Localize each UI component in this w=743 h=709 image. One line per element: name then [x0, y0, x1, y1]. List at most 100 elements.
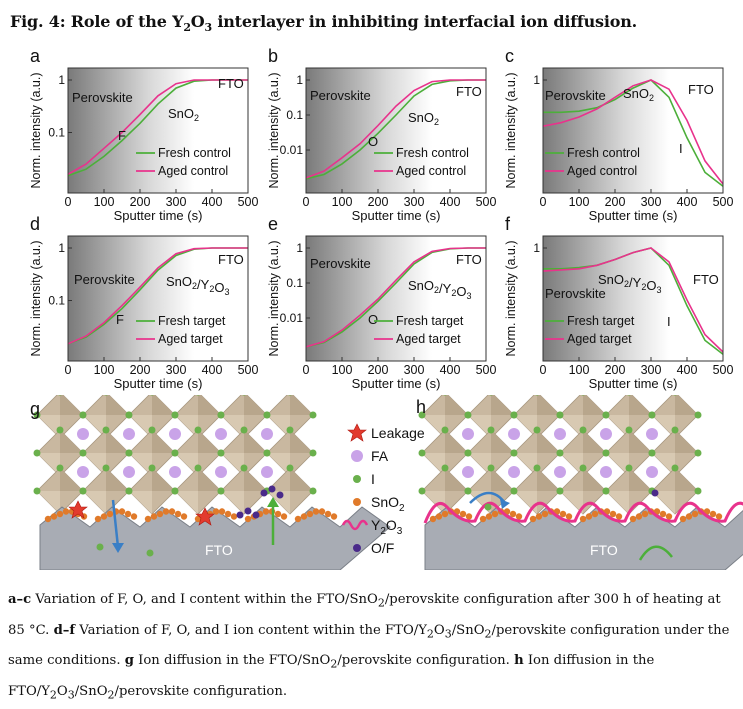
plot-frame	[67, 235, 249, 362]
chart-panel-e: 0 100 200 300 400 500 1 0.1 0.01 Sputter time (s)…	[267, 226, 498, 401]
sno2-particle	[124, 510, 132, 518]
y-tick-label: 1	[533, 73, 540, 87]
legend-label: FA	[371, 448, 389, 464]
arrow-head	[112, 543, 124, 553]
sno2-particle	[100, 513, 108, 520]
sno2-particle	[435, 513, 443, 520]
i-ion	[309, 449, 317, 457]
panel-label: g	[30, 399, 40, 419]
i-ion	[487, 426, 495, 434]
i-ion	[510, 449, 518, 457]
caption-sub: 2	[330, 657, 338, 671]
sno2-particle	[174, 510, 182, 518]
y-tick-label: 0.1	[48, 126, 65, 140]
panel-label: b	[268, 46, 279, 66]
panel-label: e	[268, 214, 279, 234]
caption-bold: a–c	[8, 592, 32, 607]
sno2-particle	[591, 510, 599, 518]
sno2-particle	[535, 513, 543, 520]
octahedron	[559, 467, 607, 515]
x-tick-label: 500	[238, 195, 259, 209]
y-tick-label: 0.1	[286, 276, 303, 290]
caption-text: Ion diffusion in the FTO/SnO	[133, 653, 331, 669]
octahedron	[220, 467, 268, 515]
of-ion	[260, 489, 268, 497]
i-ion	[171, 449, 179, 457]
i-ion	[125, 487, 133, 495]
plot-frame	[67, 67, 249, 194]
title-sub: 2	[183, 21, 191, 35]
octahedron	[174, 429, 222, 477]
legend-label: Leakage	[371, 425, 425, 441]
x-axis-label: Sputter time (s)	[589, 376, 678, 391]
sno2-particle	[118, 508, 126, 515]
i-ion	[102, 426, 110, 434]
sno2-particle	[156, 510, 164, 518]
i-ion	[556, 487, 564, 495]
legend-entry: Fresh target	[396, 314, 464, 328]
panel-label: d	[30, 214, 41, 234]
caption-text: /perovskite configuration under the same…	[8, 622, 730, 669]
ion-label: I	[679, 141, 683, 156]
i-ion	[625, 426, 633, 434]
i-ion	[533, 426, 541, 434]
caption-bold: h	[514, 653, 524, 669]
i-ion	[510, 411, 518, 419]
series-line-1	[305, 79, 486, 179]
sno2-particle	[659, 510, 667, 518]
i-ion	[418, 449, 426, 457]
y-tick-label: 1	[58, 73, 65, 87]
x-tick-label: 400	[677, 363, 698, 377]
region-label: FTO	[456, 252, 482, 267]
fa-ion	[261, 428, 273, 440]
octahedron	[220, 391, 268, 439]
y-tick-label: 1	[58, 241, 65, 255]
i-ion	[418, 411, 426, 419]
fa-ion	[169, 466, 181, 478]
fa-ion	[215, 466, 227, 478]
sno2-particle	[565, 513, 573, 520]
x-axis-label: Sputter time (s)	[352, 376, 441, 391]
region-label: SnO2/Y2O3	[408, 278, 471, 301]
x-tick-label: 400	[202, 195, 223, 209]
legend-entry: Fresh control	[396, 146, 469, 160]
fa-ion	[600, 466, 612, 478]
sno2-particle	[94, 515, 102, 523]
octahedron	[605, 391, 653, 439]
octahedron	[174, 391, 222, 439]
octahedron	[82, 429, 130, 477]
ion-label: O	[368, 134, 378, 149]
title-part: Role of the Y	[70, 12, 184, 31]
x-tick-label: 200	[605, 363, 626, 377]
octahedron	[605, 467, 653, 515]
legend-label: O/F	[371, 540, 394, 556]
series-line-1	[305, 247, 486, 348]
i-ion	[102, 464, 110, 472]
sno2-particle	[274, 510, 282, 518]
x-axis-label: Sputter time (s)	[589, 208, 678, 223]
sno2-particle	[459, 510, 467, 518]
i-ion	[464, 411, 472, 419]
panel-label: c	[505, 46, 514, 66]
caption-text: /perovskite configuration.	[337, 653, 515, 669]
x-tick-label: 200	[368, 195, 389, 209]
chart-svg-b: 0 100 200 300 400 500 1 0.1 0.01 Sputter time (s)…	[267, 67, 496, 223]
octahedron	[651, 467, 699, 515]
i-ion	[33, 449, 41, 457]
sno2-particle	[230, 513, 238, 520]
sno2-particle	[559, 510, 567, 518]
sno2-particle	[312, 508, 320, 515]
chart-panel-d: 0 100 200 300 400 500 1 0.1 Sputter time (s) Norm…	[29, 226, 260, 401]
series-line-0	[543, 79, 724, 187]
sno2-particle	[130, 513, 138, 520]
i-ion	[556, 449, 564, 457]
sno2-particle	[665, 513, 673, 520]
fa-ion	[600, 428, 612, 440]
i-ion	[648, 449, 656, 457]
i-ion	[694, 487, 702, 495]
octahedron	[82, 467, 130, 515]
sno2-particle	[280, 513, 288, 520]
region-label: FTO	[693, 272, 719, 287]
fa-ion	[508, 466, 520, 478]
legend-entry: Aged target	[396, 332, 461, 346]
